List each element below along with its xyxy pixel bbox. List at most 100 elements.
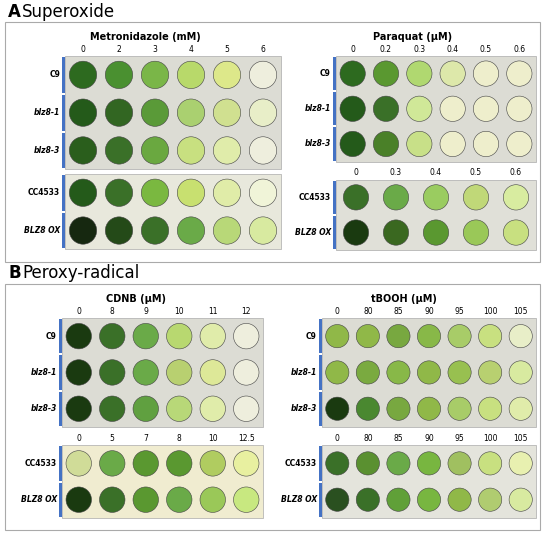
Text: BLZ8 OX: BLZ8 OX	[21, 495, 57, 504]
Text: 3: 3	[153, 44, 158, 53]
Circle shape	[200, 451, 226, 476]
Text: tBOOH (μM): tBOOH (μM)	[371, 294, 437, 304]
Text: 0.4: 0.4	[430, 168, 442, 177]
Circle shape	[326, 452, 349, 475]
Text: 8: 8	[110, 307, 114, 316]
Circle shape	[479, 397, 502, 420]
Circle shape	[249, 179, 277, 207]
Circle shape	[407, 61, 432, 87]
Bar	[336, 180, 536, 250]
Bar	[318, 355, 322, 390]
Circle shape	[66, 396, 92, 421]
Bar	[62, 175, 65, 210]
Bar	[332, 57, 336, 90]
Circle shape	[474, 61, 499, 87]
Circle shape	[177, 99, 205, 127]
Bar	[62, 318, 263, 427]
Bar	[332, 92, 336, 125]
Circle shape	[440, 61, 465, 87]
Circle shape	[100, 324, 125, 349]
Text: 0: 0	[335, 307, 340, 316]
Text: 10: 10	[174, 307, 184, 316]
Text: 12.5: 12.5	[238, 434, 255, 443]
Circle shape	[167, 487, 192, 513]
Circle shape	[200, 324, 226, 349]
Text: Paraquat (μM): Paraquat (μM)	[373, 32, 452, 42]
Circle shape	[200, 360, 226, 385]
Text: CC4533: CC4533	[28, 189, 60, 197]
Circle shape	[177, 179, 205, 207]
Text: 9: 9	[143, 307, 148, 316]
Text: 0.5: 0.5	[480, 44, 492, 53]
Bar	[318, 483, 322, 517]
Circle shape	[417, 488, 440, 512]
Bar	[332, 181, 336, 214]
Bar	[62, 95, 65, 130]
Text: 0.3: 0.3	[413, 44, 426, 53]
Circle shape	[507, 61, 532, 87]
Bar	[58, 319, 62, 354]
Bar	[322, 445, 536, 518]
Circle shape	[66, 451, 92, 476]
Bar	[5, 22, 540, 262]
Circle shape	[383, 185, 409, 210]
Circle shape	[100, 396, 125, 421]
Text: 85: 85	[393, 307, 403, 316]
Circle shape	[407, 131, 432, 156]
Text: 0: 0	[335, 434, 340, 443]
Circle shape	[326, 361, 349, 384]
Circle shape	[340, 61, 365, 87]
Text: 105: 105	[513, 307, 528, 316]
Text: 11: 11	[208, 307, 217, 316]
Circle shape	[167, 360, 192, 385]
Circle shape	[423, 185, 449, 210]
Circle shape	[326, 488, 349, 512]
Circle shape	[105, 179, 132, 207]
Circle shape	[233, 360, 259, 385]
Text: 10: 10	[208, 434, 217, 443]
Bar	[58, 391, 62, 426]
Text: 6: 6	[261, 44, 265, 53]
Circle shape	[233, 396, 259, 421]
Text: 7: 7	[143, 434, 148, 443]
Text: 105: 105	[513, 434, 528, 443]
Text: 80: 80	[363, 434, 373, 443]
Circle shape	[509, 488, 532, 512]
Text: 0.5: 0.5	[470, 168, 482, 177]
Circle shape	[105, 217, 132, 244]
Circle shape	[133, 396, 159, 421]
Circle shape	[356, 452, 379, 475]
Text: blz8-3: blz8-3	[305, 139, 331, 148]
Circle shape	[141, 99, 169, 127]
Text: C9: C9	[46, 332, 57, 341]
Circle shape	[233, 451, 259, 476]
Circle shape	[463, 220, 489, 245]
Circle shape	[326, 325, 349, 348]
Text: BLZ8 OX: BLZ8 OX	[281, 495, 317, 504]
Circle shape	[417, 452, 440, 475]
Text: blz8-1: blz8-1	[305, 104, 331, 113]
Circle shape	[133, 487, 159, 513]
Text: BLZ8 OX: BLZ8 OX	[24, 226, 60, 235]
Circle shape	[387, 452, 410, 475]
Circle shape	[177, 217, 205, 244]
Text: 8: 8	[177, 434, 181, 443]
Text: blz8-1: blz8-1	[290, 368, 317, 377]
Text: blz8-3: blz8-3	[31, 404, 57, 413]
Circle shape	[249, 99, 277, 127]
Circle shape	[417, 361, 440, 384]
Text: blz8-3: blz8-3	[34, 146, 60, 155]
Circle shape	[479, 452, 502, 475]
Bar	[62, 132, 65, 168]
Circle shape	[133, 451, 159, 476]
Bar	[332, 128, 336, 161]
Text: 0.2: 0.2	[380, 44, 392, 53]
Circle shape	[167, 324, 192, 349]
Circle shape	[383, 220, 409, 245]
Text: 0: 0	[76, 434, 81, 443]
Circle shape	[66, 360, 92, 385]
Circle shape	[340, 96, 365, 121]
Circle shape	[141, 61, 169, 89]
Circle shape	[249, 61, 277, 89]
Circle shape	[509, 452, 532, 475]
